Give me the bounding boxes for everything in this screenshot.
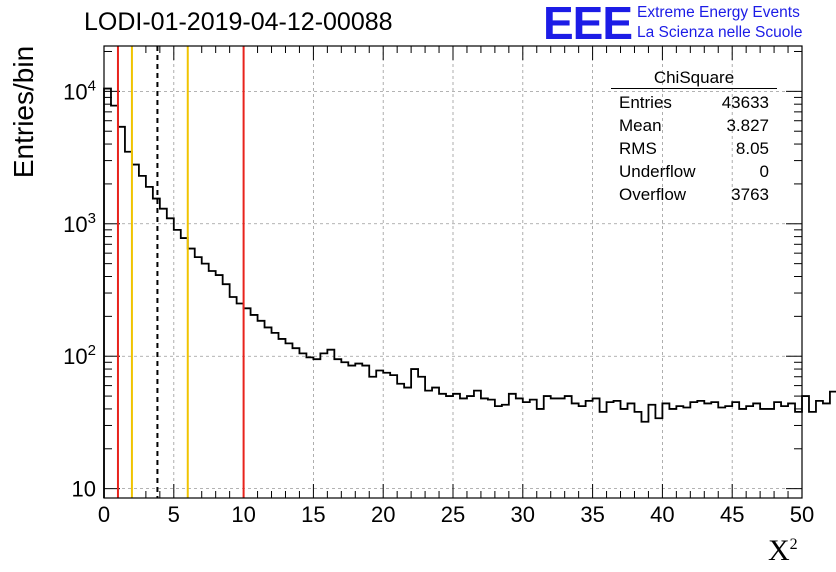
stats-key: Entries [619,93,672,112]
x-tick-label: 45 [720,502,744,527]
y-tick-label-base: 10 [63,344,87,369]
stats-rule [611,88,777,89]
stats-title: ChiSquare [653,68,735,87]
y-tick-label-exp: 3 [88,210,96,227]
y-axis-label: Entries/bin [8,45,39,179]
eee-logo-line1: Extreme Energy Events [637,4,800,21]
y-tick-label-exp: 2 [88,342,96,359]
y-tick-label: 102 [63,342,96,369]
x-tick-label: 50 [790,502,814,527]
stats-row-overflow: Overflow 3763 [619,185,769,207]
stats-value: 43633 [721,93,769,112]
x-tick-label: 25 [441,502,465,527]
x-tick-label: 30 [511,502,535,527]
stats-value: 3763 [731,185,769,204]
y-tick-label-base: 10 [63,79,87,104]
x-axis-label: X2 [768,534,798,568]
y-tick-label-exp: 4 [88,77,96,94]
x-tick-label: 0 [98,502,110,527]
stats-row-mean: Mean 3.827 [619,116,769,138]
x-tick-label: 10 [231,502,255,527]
y-tick-label-base: 10 [63,212,87,237]
stats-key: Mean [619,116,662,135]
stats-key: RMS [619,139,657,158]
x-tick-label: 40 [650,502,674,527]
stats-row-rms: RMS 8.05 [619,139,769,161]
y-tick-label: 10 [72,477,96,502]
stats-box: ChiSquare Entries 43633 Mean 3.827 RMS 8… [611,68,777,208]
stats-row-underflow: Underflow 0 [619,162,769,184]
stats-key: Underflow [619,162,696,181]
x-tick-label: 35 [580,502,604,527]
eee-logo-line2: La Scienza nelle Scuole [637,24,803,41]
eee-logo: EEE [543,0,633,49]
x-tick-label: 15 [301,502,325,527]
y-tick-label-base: 10 [72,477,96,502]
stats-value: 0 [759,162,769,181]
x-tick-label: 20 [371,502,395,527]
x-tick-label: 5 [168,502,180,527]
x-axis-label-base: X [768,534,790,567]
plot-frame [103,45,803,499]
y-tick-label: 103 [63,210,96,237]
y-tick-label: 104 [63,77,96,104]
x-axis-label-sup: 2 [789,536,798,553]
histogram-series [103,87,836,498]
stats-row-entries: Entries 43633 [619,93,769,115]
stats-key: Overflow [619,185,687,204]
stats-value: 8.05 [735,139,769,158]
stats-value: 3.827 [726,116,769,135]
run-title: LODI-01-2019-04-12-00088 [84,8,393,36]
